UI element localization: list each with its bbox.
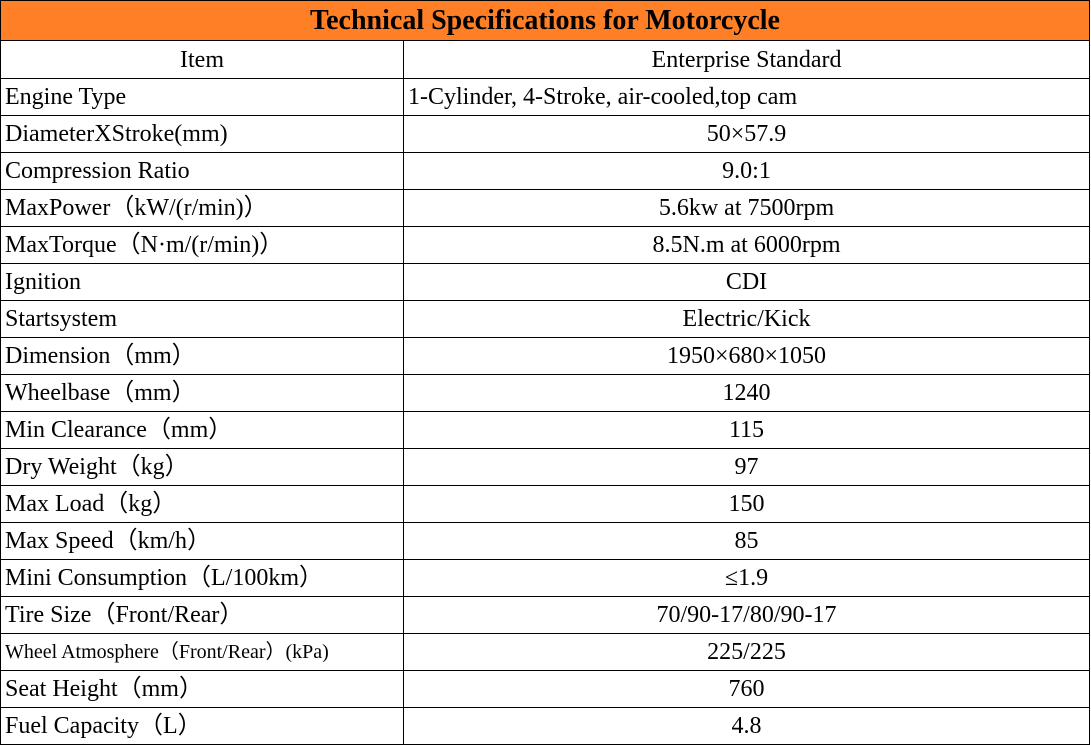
value-cell: 225/225 [403, 633, 1090, 671]
spec-row: DiameterXStroke(mm) 50×57.9 [0, 115, 1090, 153]
value-cell: 760 [403, 670, 1090, 708]
header-cell: Item [0, 40, 404, 79]
value-cell: 1240 [403, 374, 1090, 412]
spec-row: Mini Consumption（L/100km） ≤1.9 [0, 559, 1090, 597]
item-cell: MaxPower（kW/(r/min)） [0, 189, 404, 227]
item-cell: Tire Size（Front/Rear） [0, 596, 404, 634]
title-row: Technical Specifications for Motorcycle [0, 0, 1090, 41]
spec-row: Wheel Atmosphere（Front/Rear）(kPa) 225/225 [0, 633, 1090, 671]
value-cell: Electric/Kick [403, 300, 1090, 338]
spec-row: Max Speed（km/h） 85 [0, 522, 1090, 560]
spec-row: Dry Weight（kg） 97 [0, 448, 1090, 486]
value-cell: 8.5N.m at 6000rpm [403, 226, 1090, 264]
spec-row: Compression Ratio 9.0:1 [0, 152, 1090, 190]
value-cell: 1950×680×1050 [403, 337, 1090, 375]
spec-row: Tire Size（Front/Rear） 70/90-17/80/90-17 [0, 596, 1090, 634]
item-cell: Compression Ratio [0, 152, 404, 190]
value-cell: 1-Cylinder, 4-Stroke, air-cooled,top cam [403, 78, 1090, 116]
spec-row: MaxTorque（N·m/(r/min)） 8.5N.m at 6000rpm [0, 226, 1090, 264]
item-cell: Max Load（kg） [0, 485, 404, 523]
item-cell: MaxTorque（N·m/(r/min)） [0, 226, 404, 264]
spec-row: MaxPower（kW/(r/min)） 5.6kw at 7500rpm [0, 189, 1090, 227]
item-cell: Engine Type [0, 78, 404, 116]
value-cell: 115 [403, 411, 1090, 449]
spec-row: Max Load（kg） 150 [0, 485, 1090, 523]
table-title: Technical Specifications for Motorcycle [0, 0, 1090, 41]
spec-row: Ignition CDI [0, 263, 1090, 301]
spec-row: Seat Height（mm） 760 [0, 670, 1090, 708]
value-cell: 85 [403, 522, 1090, 560]
header-row: Item Enterprise Standard [0, 40, 1090, 79]
spec-row: Engine Type 1-Cylinder, 4-Stroke, air-coo… [0, 78, 1090, 116]
item-cell: Wheel Atmosphere（Front/Rear）(kPa) [0, 633, 404, 671]
value-cell: 70/90-17/80/90-17 [403, 596, 1090, 634]
header-cell: Enterprise Standard [403, 40, 1090, 79]
value-cell: 50×57.9 [403, 115, 1090, 153]
item-cell: Wheelbase（mm） [0, 374, 404, 412]
spec-row: Min Clearance（mm） 115 [0, 411, 1090, 449]
item-cell: Startsystem [0, 300, 404, 338]
item-cell: Dimension（mm） [0, 337, 404, 375]
item-cell: Seat Height（mm） [0, 670, 404, 708]
spec-row: Dimension（mm） 1950×680×1050 [0, 337, 1090, 375]
item-cell: Max Speed（km/h） [0, 522, 404, 560]
spec-row: Wheelbase（mm） 1240 [0, 374, 1090, 412]
value-cell: 9.0:1 [403, 152, 1090, 190]
spec-row: Startsystem Electric/Kick [0, 300, 1090, 338]
value-cell: 150 [403, 485, 1090, 523]
value-cell: CDI [403, 263, 1090, 301]
item-cell: Dry Weight（kg） [0, 448, 404, 486]
value-cell: ≤1.9 [403, 559, 1090, 597]
item-cell: Mini Consumption（L/100km） [0, 559, 404, 597]
item-cell: DiameterXStroke(mm) [0, 115, 404, 153]
value-cell: 97 [403, 448, 1090, 486]
item-cell: Min Clearance（mm） [0, 411, 404, 449]
item-cell: Ignition [0, 263, 404, 301]
value-cell: 5.6kw at 7500rpm [403, 189, 1090, 227]
